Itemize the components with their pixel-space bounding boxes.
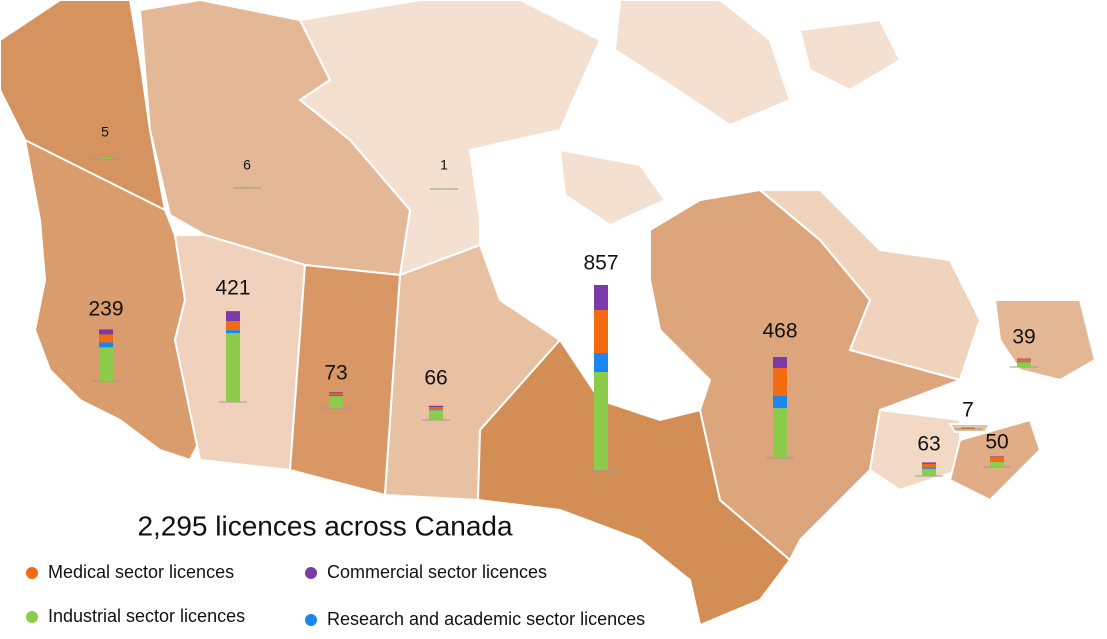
bar-segment (773, 356, 787, 368)
new-brunswick (868, 408, 961, 492)
bar-segment (990, 460, 1004, 462)
total-label: 50 (985, 431, 1008, 454)
bar-segment (226, 333, 240, 402)
bar-segment (990, 456, 1004, 461)
bar-segment (226, 330, 240, 334)
total-label: 239 (88, 298, 123, 321)
bar-segment (990, 461, 1004, 467)
bar-segment (329, 395, 343, 397)
bar-segment (594, 371, 608, 470)
total-label: 7 (962, 399, 974, 422)
bar-segment (922, 467, 936, 469)
bars: 5 6 1 239 421 73 66 857 468 63 7 50 39 (88, 124, 1038, 477)
legend-label: Commercial sector licences (327, 562, 547, 582)
legend-marker (305, 567, 317, 579)
bar-segment (329, 392, 343, 394)
legend-marker (26, 611, 38, 623)
total-label: 63 (917, 433, 940, 456)
bar-segment (1017, 359, 1031, 362)
bar-segment (1017, 358, 1031, 360)
total-label: 468 (762, 320, 797, 343)
legend-marker (26, 567, 38, 579)
total-label: 66 (424, 367, 447, 390)
bar-segment (594, 310, 608, 353)
bar-segment (429, 410, 443, 420)
chart-title: 2,295 licences across Canada (137, 510, 513, 541)
northwest-territories (138, 0, 412, 277)
legend-label: Medical sector licences (48, 562, 234, 582)
total-label: 6 (243, 157, 251, 173)
newfoundland (993, 299, 1097, 382)
arctic-island (798, 18, 902, 92)
bar-segment (99, 329, 113, 335)
bar-segment (773, 408, 787, 458)
bar-segment (99, 342, 113, 348)
total-label: 1 (440, 157, 448, 173)
bar-segment (226, 321, 240, 331)
bar-segment (961, 427, 975, 429)
bar-segment (429, 409, 443, 411)
bar-segment (922, 462, 936, 464)
bar-segment (99, 157, 111, 159)
labrador (757, 189, 982, 382)
bar-segment (241, 186, 253, 188)
total-label: 5 (101, 124, 109, 140)
legend-label: Research and academic sector licences (327, 609, 645, 629)
map (0, 0, 1097, 627)
bar-segment (99, 334, 113, 343)
bar-segment (329, 393, 343, 396)
bar-segment (329, 396, 343, 408)
bar-segment (1017, 362, 1031, 367)
bar-segment (922, 463, 936, 468)
ontario (476, 338, 792, 627)
bar-segment (226, 311, 240, 322)
bar-segment (594, 285, 608, 311)
bar-segment (773, 367, 787, 397)
bar-segment (922, 468, 936, 476)
bar-segment (773, 396, 787, 409)
arctic-island (558, 148, 667, 227)
legend-label: Industrial sector licences (48, 606, 245, 626)
total-label: 73 (324, 362, 347, 385)
total-label: 39 (1012, 326, 1035, 349)
total-label: 421 (215, 277, 250, 300)
arctic-island (613, 0, 792, 127)
legend: Medical sector licences Commercial sector… (26, 562, 645, 629)
bar-segment (594, 352, 608, 372)
bar-segment (429, 407, 443, 410)
total-label: 857 (583, 252, 618, 275)
bar-segment (1017, 361, 1031, 363)
legend-marker (305, 614, 317, 626)
bar-segment (99, 347, 113, 381)
bar-segment (429, 405, 443, 408)
